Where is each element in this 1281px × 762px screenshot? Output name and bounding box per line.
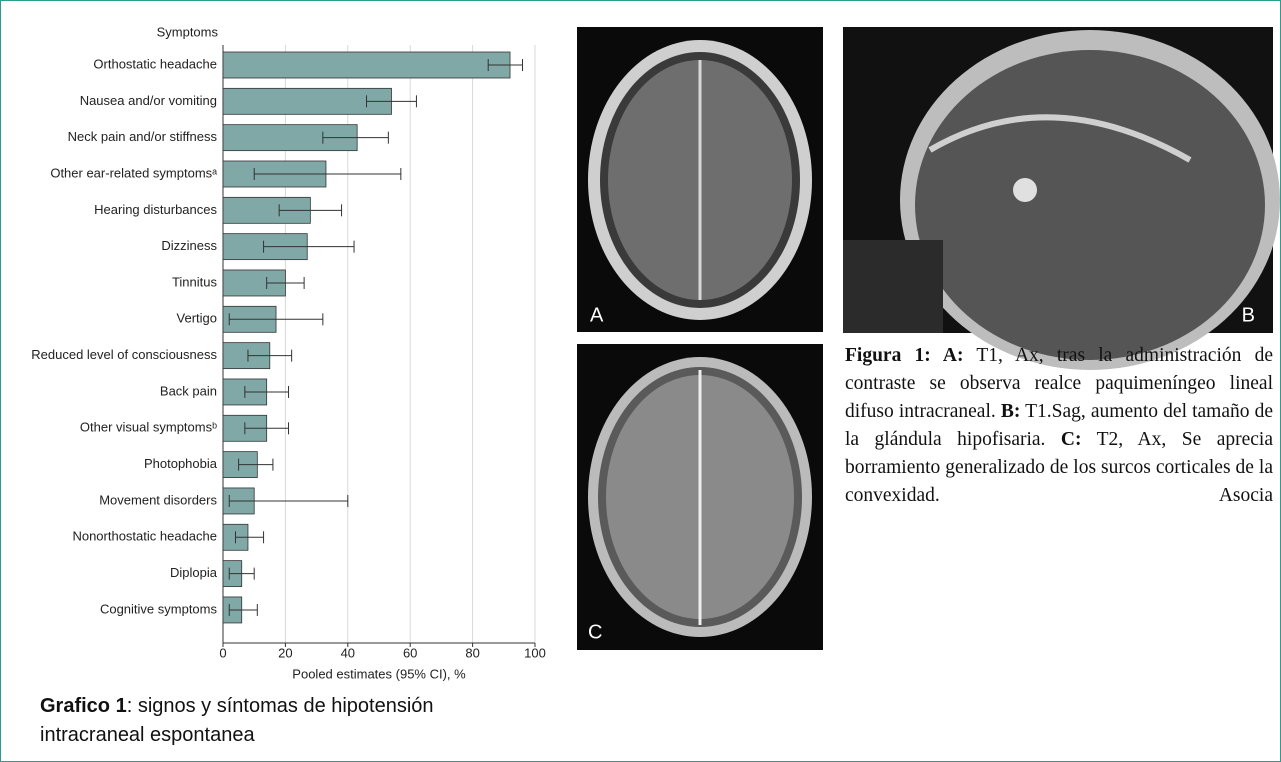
x-tick-label: 40 (341, 645, 355, 660)
y-tick-label: Back pain (160, 383, 217, 398)
pituitary (1013, 178, 1037, 202)
y-tick-label: Orthostatic headache (93, 56, 217, 71)
brain (915, 50, 1265, 360)
y-tick-label: Reduced level of consciousness (31, 347, 217, 362)
x-tick-label: 100 (524, 645, 546, 660)
bar (223, 52, 510, 78)
y-tick-label: Vertigo (177, 311, 217, 326)
y-tick-label: Other ear-related symptomsᵃ (50, 165, 217, 180)
image-label: C (588, 621, 602, 643)
y-tick-label: Other visual symptomsᵇ (80, 420, 217, 435)
caption-segment: C: (1061, 429, 1082, 450)
x-tick-label: 80 (465, 645, 479, 660)
category-axis-label: Symptoms (157, 24, 219, 39)
face (843, 240, 943, 333)
caption-segment: Figura 1: A: (845, 345, 963, 366)
x-tick-label: 60 (403, 645, 417, 660)
y-tick-label: Movement disorders (99, 492, 217, 507)
image-label: A (590, 304, 604, 326)
y-tick-label: Diplopia (170, 565, 218, 580)
chart-caption: Grafico 1: signos y síntomas de hipotens… (40, 692, 520, 750)
caption-segment: B: (1001, 401, 1021, 422)
figure-caption: Figura 1: A: T1, Ax, tras la administrac… (845, 342, 1273, 510)
image-label: B (1242, 304, 1255, 326)
x-tick-label: 20 (278, 645, 292, 660)
y-tick-label: Dizziness (161, 238, 217, 253)
y-tick-label: Neck pain and/or stiffness (68, 129, 218, 144)
caption-bold: Grafico 1 (40, 695, 127, 717)
y-tick-label: Tinnitus (172, 274, 218, 289)
y-tick-label: Nausea and/or vomiting (80, 93, 217, 108)
y-tick-label: Photophobia (144, 456, 218, 471)
y-tick-label: Hearing disturbances (94, 202, 217, 217)
x-tick-label: 0 (219, 645, 226, 660)
y-tick-label: Nonorthostatic headache (72, 529, 217, 544)
x-axis-label: Pooled estimates (95% CI), % (292, 666, 466, 681)
y-tick-label: Cognitive symptoms (100, 601, 218, 616)
page: {"chart_data": {"type": "bar", "orientat… (0, 0, 1281, 762)
